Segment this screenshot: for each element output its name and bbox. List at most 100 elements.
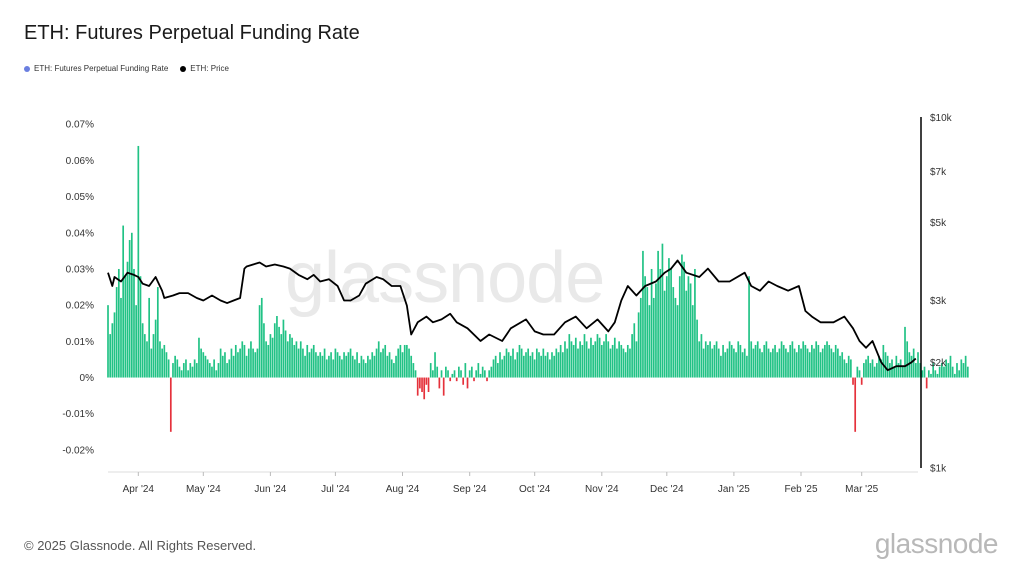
funding-rate-bar xyxy=(743,348,746,378)
funding-rate-bar xyxy=(455,377,458,382)
funding-rate-bar xyxy=(213,359,215,378)
funding-rate-bar xyxy=(488,370,491,378)
funding-rate-bar xyxy=(312,344,315,378)
funding-rate-bar xyxy=(832,352,835,378)
funding-rate-bar xyxy=(956,363,958,378)
funding-rate-bar xyxy=(440,370,443,378)
copyright-footer: © 2025 Glassnode. All Rights Reserved. xyxy=(24,538,257,553)
right-tick-label: $10k xyxy=(930,113,953,124)
funding-rate-bar xyxy=(141,323,144,378)
funding-rate-bar xyxy=(841,352,844,378)
funding-rate-bar xyxy=(224,352,226,378)
funding-rate-bar xyxy=(527,348,530,378)
funding-rate-bar xyxy=(176,359,179,378)
funding-rate-bar xyxy=(299,341,302,378)
funding-rate-bar xyxy=(423,377,426,400)
funding-rate-bar xyxy=(146,341,148,378)
funding-rate-bar xyxy=(860,377,863,385)
legend-item-price[interactable]: ETH: Price xyxy=(180,64,229,73)
funding-rate-bar xyxy=(520,348,523,378)
funding-rate-bar xyxy=(250,341,252,378)
funding-rate-bar xyxy=(600,344,603,378)
funding-rate-bar xyxy=(397,348,400,378)
funding-rate-bar xyxy=(345,355,348,378)
funding-rate-bar xyxy=(746,355,748,378)
x-tick-label: Jul '24 xyxy=(321,484,350,495)
funding-rate-bar xyxy=(501,359,504,378)
funding-rate-bar xyxy=(139,276,142,378)
funding-rate-bar xyxy=(172,363,174,378)
x-tick-label: Oct '24 xyxy=(519,484,551,495)
funding-rate-bar xyxy=(427,377,430,393)
funding-rate-bar xyxy=(579,341,581,378)
funding-rate-bar xyxy=(581,344,584,378)
funding-rate-bar xyxy=(800,348,802,378)
funding-rate-bar xyxy=(271,337,274,378)
right-tick-label: $7k xyxy=(930,167,947,178)
funding-rate-bar xyxy=(165,352,168,378)
funding-rate-bar xyxy=(156,287,159,378)
funding-rate-bar xyxy=(503,355,506,378)
funding-rate-bar xyxy=(390,359,393,378)
funding-rate-bar xyxy=(260,297,263,378)
funding-rate-bar xyxy=(445,366,447,378)
funding-rate-bar xyxy=(230,348,233,378)
funding-rate-bar xyxy=(286,341,289,378)
funding-rate-bar xyxy=(652,297,655,378)
funding-rate-bar xyxy=(308,352,311,378)
glassnode-logo[interactable]: glassnode xyxy=(874,528,999,559)
funding-rate-bar xyxy=(726,348,729,378)
funding-rate-bar xyxy=(328,355,330,378)
funding-rate-bar xyxy=(722,344,724,378)
funding-rate-bar xyxy=(273,323,276,378)
funding-rate-bar xyxy=(616,348,618,378)
funding-rate-bar xyxy=(471,366,473,378)
funding-rate-bar xyxy=(650,268,653,378)
funding-rate-bar xyxy=(512,348,514,378)
funding-rate-bar xyxy=(782,344,785,378)
x-tick-label: May '24 xyxy=(186,484,221,495)
funding-rate-bar xyxy=(293,344,296,378)
funding-rate-bar xyxy=(479,373,482,378)
funding-rate-bar xyxy=(769,352,772,378)
funding-rate-bar xyxy=(276,316,278,378)
funding-rate-bar xyxy=(624,352,627,378)
funding-rate-bar xyxy=(291,337,293,378)
funding-rate-bar xyxy=(180,370,183,378)
funding-rate-bar xyxy=(672,287,675,378)
funding-rate-bar xyxy=(568,334,571,378)
funding-rate-bar xyxy=(808,352,811,378)
funding-rate-bar xyxy=(631,334,633,378)
funding-rate-bar xyxy=(940,363,943,378)
funding-rate-bar xyxy=(540,355,542,378)
funding-rate-bar xyxy=(789,344,792,378)
funding-rate-bar xyxy=(778,348,781,378)
funding-rate-bar xyxy=(269,334,272,378)
funding-rate-bar xyxy=(663,290,666,378)
funding-rate-bar xyxy=(566,348,568,378)
left-tick-label: 0.01% xyxy=(66,337,94,348)
funding-rate-bar xyxy=(332,359,335,378)
funding-rate-bar xyxy=(226,363,228,378)
funding-rate-bar xyxy=(618,341,620,378)
funding-rate-bar xyxy=(551,352,553,378)
funding-rate-bar xyxy=(914,363,917,378)
funding-rate-bar xyxy=(178,366,181,378)
funding-rate-bar xyxy=(325,359,328,378)
funding-rate-bar xyxy=(338,355,341,378)
funding-rate-bar xyxy=(561,352,564,378)
funding-rate-bar xyxy=(657,250,659,378)
funding-rate-bar xyxy=(239,348,241,378)
funding-rate-bar xyxy=(806,348,809,378)
funding-rate-bar xyxy=(533,359,536,378)
funding-rate-bar xyxy=(425,377,428,385)
x-tick-label: Sep '24 xyxy=(453,484,487,495)
funding-rate-bar xyxy=(163,344,166,378)
funding-rate-bar xyxy=(414,370,417,378)
funding-rate-bar xyxy=(347,352,350,378)
legend-dot-funding-rate xyxy=(24,65,30,72)
funding-rate-bar xyxy=(856,366,859,378)
funding-rate-bar xyxy=(804,344,807,378)
funding-rate-bar xyxy=(927,370,930,378)
legend-item-funding-rate[interactable]: ETH: Futures Perpetual Funding Rate xyxy=(24,64,168,73)
